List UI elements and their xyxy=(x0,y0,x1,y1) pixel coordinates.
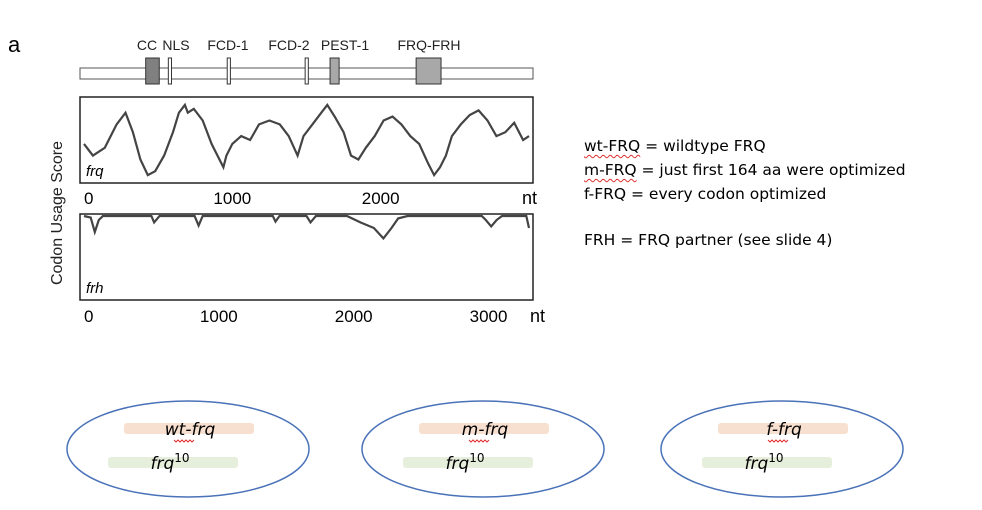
frh-tick-label: 1000 xyxy=(200,307,238,326)
frh-tick-label: 3000 xyxy=(470,307,508,326)
domain-fcd-1 xyxy=(226,57,231,85)
note-frh: FRH = FRQ partner (see slide 4) xyxy=(584,231,833,249)
frh-tick-label: 0 xyxy=(84,307,93,326)
frq-tick-label: 0 xyxy=(84,189,93,208)
construct-label: f-frq xyxy=(766,420,802,440)
spellcheck-squiggle xyxy=(767,439,789,443)
frh-axis-unit: nt xyxy=(530,306,545,326)
construct-bar xyxy=(419,423,549,434)
frq-axis-unit: nt xyxy=(522,188,537,208)
background-bar xyxy=(403,457,533,468)
frq-plot-frame xyxy=(79,96,534,184)
domain-cc xyxy=(145,57,160,85)
domain-label-fcd-2: FCD-2 xyxy=(268,37,309,53)
frh-trace xyxy=(83,214,531,241)
domain-nls xyxy=(167,57,173,85)
panel-label: a xyxy=(8,32,21,57)
construct-bar xyxy=(718,423,848,434)
legend-notes: wt-FRQ = wildtype FRQ m-FRQ = just first… xyxy=(584,134,906,252)
frh-plot-frame xyxy=(79,213,534,301)
construct-label: m-frq xyxy=(462,420,509,440)
frq-gene-label: frq xyxy=(86,163,104,180)
domain-frq-frh xyxy=(415,57,442,85)
construct-bar xyxy=(124,423,254,434)
cell-outline xyxy=(660,400,904,498)
background-bar xyxy=(108,457,238,468)
domain-label-frq-frh: FRQ-FRH xyxy=(398,37,461,53)
y-axis-label: Codon Usage Score xyxy=(49,141,66,285)
cell-outline xyxy=(361,400,605,498)
background-superscript: 10 xyxy=(174,451,189,465)
note-m-frq: m-FRQ = just first 164 aa were optimized xyxy=(584,161,906,179)
domain-label-fcd-1: FCD-1 xyxy=(207,37,248,53)
frq-plot: frq 0 1000 2000 nt xyxy=(79,96,537,208)
background-superscript: 10 xyxy=(469,451,484,465)
domain-label-pest-1: PEST-1 xyxy=(321,37,369,53)
frq-tick-label: 1000 xyxy=(213,189,251,208)
domain-label-nls: NLS xyxy=(162,37,189,53)
background-bar xyxy=(702,457,832,468)
domain-pest-1 xyxy=(329,57,340,85)
domain-label-cc: CC xyxy=(137,37,157,53)
construct-label: wt-frq xyxy=(165,420,216,440)
spellcheck-squiggle xyxy=(173,439,195,443)
note-f-frq: f-FRQ = every codon optimized xyxy=(584,185,827,203)
frh-tick-label: 2000 xyxy=(335,307,373,326)
protein-domain-map: CC NLS FCD-1 FCD-2 PEST-1 FRQ-FRH xyxy=(79,37,534,85)
cell-outline xyxy=(66,400,310,498)
domain-fcd-2 xyxy=(304,57,309,85)
frq-trace xyxy=(83,102,530,178)
frq-tick-label: 2000 xyxy=(362,189,400,208)
background-superscript: 10 xyxy=(768,451,783,465)
spellcheck-squiggle xyxy=(468,439,490,443)
note-wt-frq: wt-FRQ = wildtype FRQ xyxy=(584,137,766,155)
frh-plot: frh 0 1000 2000 3000 nt xyxy=(79,213,545,326)
frh-gene-label: frh xyxy=(86,280,104,297)
